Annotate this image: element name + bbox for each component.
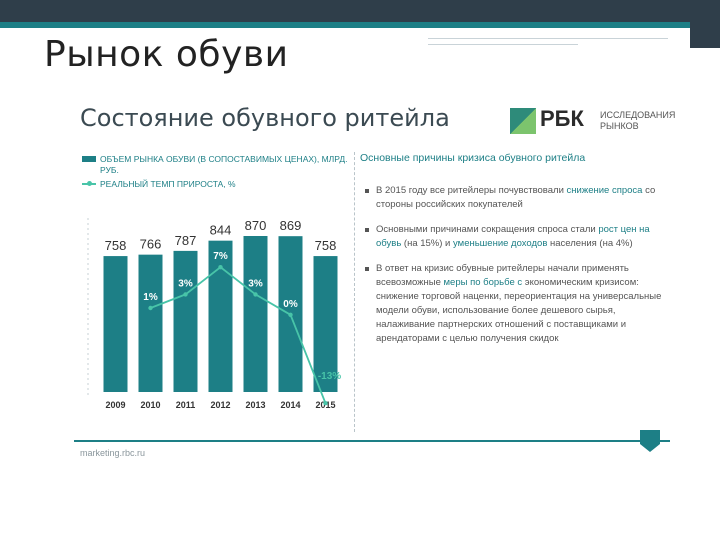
bar-value-label: 787: [175, 233, 197, 248]
legend-label-line: РЕАЛЬНЫЙ ТЕМП ПРИРОСТА, %: [100, 179, 236, 189]
reasons-panel: Основные причины кризиса обувного ритейл…: [360, 152, 666, 357]
reason-text: (на 15%) и: [401, 238, 454, 249]
reasons-panel-title: Основные причины кризиса обувного ритейл…: [360, 152, 586, 164]
bookmark-icon: [640, 430, 660, 452]
bar-value-label: 766: [140, 237, 162, 252]
rbc-logo-mark-icon: [510, 108, 536, 134]
bottom-rule: [74, 440, 670, 442]
bar-value-label: 758: [315, 238, 337, 253]
reason-text: В 2015 году все ритейлеры почувствовали: [376, 185, 567, 196]
rbc-logo-brand: РБК: [540, 106, 584, 131]
reason-text: В ответ на кризис обувные ритейлеры нача…: [376, 263, 629, 288]
legend-item-bars: ОБЪЕМ РЫНКА ОБУВИ (В СОПОСТАВИМЫХ ЦЕНАХ)…: [80, 154, 350, 176]
reason-item: В ответ на кризис обувные ритейлеры нача…: [360, 262, 666, 346]
infographic: Состояние обувного ритейла РБК ИССЛЕДОВА…: [74, 96, 675, 468]
chart-legend: ОБЪЕМ РЫНКА ОБУВИ (В СОПОСТАВИМЫХ ЦЕНАХ)…: [80, 154, 350, 193]
deco-line: [428, 38, 668, 39]
bar-value-label: 758: [105, 238, 127, 253]
x-tick-label: 2013: [245, 400, 265, 410]
growth-label: 7%: [213, 251, 228, 262]
reason-text: со стороны российских покупателей: [376, 185, 656, 210]
legend-line-dot-icon: [87, 181, 92, 186]
bar-value-label: 844: [210, 223, 232, 238]
bar-2015: [313, 256, 338, 392]
growth-label: -13%: [318, 371, 341, 382]
reason-text: экономическим кризисом: снижение торгово…: [376, 277, 662, 344]
reason-item: В 2015 году все ритейлеры почувствовали …: [360, 184, 666, 212]
legend-item-line: РЕАЛЬНЫЙ ТЕМП ПРИРОСТА, %: [80, 179, 350, 190]
reasons-list: В 2015 году все ритейлеры почувствовали …: [360, 184, 666, 346]
deco-line: [428, 44, 578, 45]
top-band-edge: [690, 0, 720, 48]
rbc-logo: РБК ИССЛЕДОВАНИЯ РЫНКОВ: [510, 106, 675, 142]
growth-label: 0%: [283, 299, 298, 310]
growth-label: 3%: [248, 278, 263, 289]
bar-2012: [208, 240, 233, 392]
legend-bar-swatch-icon: [82, 156, 96, 162]
reason-highlight: снижение спроса: [566, 185, 643, 196]
top-band-accent: [0, 22, 720, 28]
reason-highlight: меры по борьбе с: [443, 277, 523, 288]
rbc-logo-subtitle-line2: РЫНКОВ: [600, 121, 639, 131]
reason-text: Основными причинами сокращения спроса ст…: [376, 224, 599, 235]
source-footer: marketing.rbc.ru: [80, 448, 146, 458]
growth-label: 1%: [143, 292, 158, 303]
reason-highlight: рост цен на обувь: [376, 224, 650, 249]
reason-item: Основными причинами сокращения спроса ст…: [360, 223, 666, 251]
panel-divider: [354, 152, 356, 432]
bar-value-label: 870: [245, 218, 267, 233]
bar-value-label: 869: [280, 218, 302, 233]
growth-line: [150, 266, 327, 404]
x-tick-label: 2011: [176, 400, 196, 410]
x-tick-label: 2012: [210, 400, 230, 410]
growth-point: [323, 401, 328, 406]
x-tick-label: 2010: [140, 400, 160, 410]
x-tick-label: 2009: [105, 400, 125, 410]
x-tick-label: 2014: [280, 400, 300, 410]
infographic-title: Состояние обувного ритейла: [80, 104, 450, 132]
reason-highlight: уменьшение доходов: [453, 238, 548, 249]
bar-2009: [103, 256, 128, 392]
bar-2013: [243, 236, 268, 392]
rbc-logo-subtitle: ИССЛЕДОВАНИЯ РЫНКОВ: [600, 110, 675, 132]
reason-text: населения (на 4%): [547, 238, 633, 249]
growth-point: [218, 265, 223, 270]
growth-point: [183, 292, 188, 297]
growth-point: [148, 305, 153, 311]
rbc-logo-subtitle-line1: ИССЛЕДОВАНИЯ: [600, 110, 676, 120]
growth-point: [253, 292, 258, 297]
bar-2011: [173, 250, 198, 392]
bar-2010: [138, 254, 163, 392]
top-band: [0, 0, 720, 22]
legend-label-bars: ОБЪЕМ РЫНКА ОБУВИ (В СОПОСТАВИМЫХ ЦЕНАХ)…: [100, 154, 348, 175]
slide-title: Рынок обуви: [44, 34, 289, 75]
growth-label: 3%: [178, 278, 193, 289]
growth-point: [288, 312, 293, 317]
market-chart: 758 2009 766 2010 787 2011 844 2012 870 2013 869 20…: [87, 218, 341, 410]
